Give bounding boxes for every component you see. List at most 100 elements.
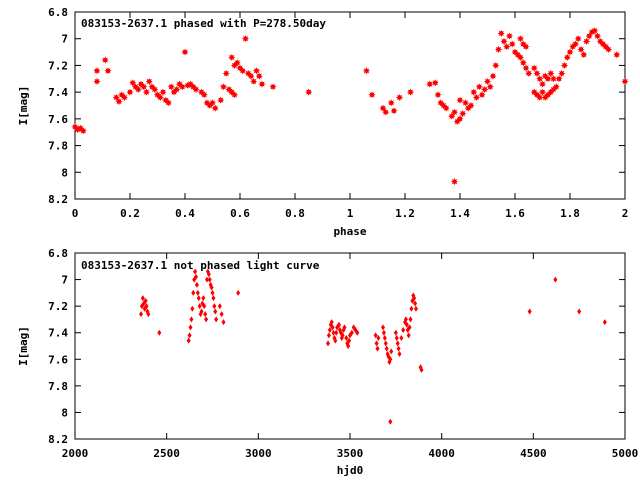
data-point	[566, 48, 574, 56]
data-point	[159, 88, 167, 96]
chart-title: 083153-2637.1 phased with P=278.50day	[81, 17, 326, 30]
x-tick-label: 0.8	[285, 207, 305, 220]
data-point	[558, 69, 566, 78]
data-point	[538, 88, 547, 96]
x-tick-label: 1.4	[450, 207, 470, 220]
data-point	[327, 327, 332, 334]
data-point	[393, 329, 398, 336]
y-tick-label: 7.6	[48, 353, 68, 366]
data-point	[197, 303, 202, 310]
data-point	[478, 91, 486, 99]
y-tick-label: 7.4	[48, 327, 68, 340]
data-point	[247, 72, 255, 80]
y-tick-label: 7	[61, 33, 68, 46]
data-point	[112, 93, 120, 102]
data-point	[331, 329, 336, 336]
data-point	[396, 345, 401, 352]
x-tick-label: 0.6	[230, 207, 250, 220]
x-tick-label: 2500	[153, 447, 180, 460]
data-point	[381, 324, 385, 331]
data-point	[250, 77, 258, 86]
data-point	[602, 319, 607, 326]
data-point	[334, 329, 339, 336]
y-tick-label: 6.8	[48, 247, 68, 260]
data-point	[201, 295, 206, 302]
data-point	[450, 178, 459, 186]
y-tick-label: 7	[61, 274, 68, 287]
data-point	[346, 343, 351, 349]
data-point	[79, 127, 87, 135]
data-point	[151, 85, 159, 94]
data-point	[483, 77, 492, 86]
data-point	[373, 332, 378, 339]
data-point	[211, 295, 216, 302]
y-tick-label: 7.8	[48, 140, 68, 153]
data-point	[571, 40, 580, 48]
data-point	[144, 303, 149, 310]
data-point	[475, 83, 483, 91]
data-point	[516, 53, 525, 62]
x-axis-label: hjd0	[337, 464, 364, 477]
data-point	[403, 316, 408, 323]
data-point	[233, 59, 241, 67]
data-point	[536, 75, 544, 83]
data-point	[192, 85, 200, 94]
data-point	[407, 324, 412, 331]
data-point	[591, 27, 599, 35]
data-point	[574, 35, 582, 43]
data-point	[239, 67, 247, 75]
data-point	[194, 281, 199, 288]
data-point	[585, 32, 593, 40]
phased-light-curve-panel: 6.8 7 7.2 7.4 7.6 7.8 8 8.2 0 0.2 0.4 0.6 0.8 1 1.2 1.4…	[17, 6, 629, 238]
data-point	[157, 329, 162, 336]
y-tick-label: 8.2	[48, 433, 68, 446]
data-point	[406, 332, 411, 339]
x-tick-label: 4500	[520, 447, 547, 460]
data-point	[384, 345, 389, 352]
data-point	[211, 104, 219, 112]
data-point	[456, 115, 464, 123]
data-point	[382, 335, 387, 342]
data-point	[142, 88, 151, 96]
y-axis-label: I[mag]	[17, 326, 30, 366]
data-point	[547, 69, 555, 78]
y-tick-label: 8	[61, 166, 68, 179]
data-point	[516, 35, 525, 43]
data-point	[205, 276, 209, 283]
data-point	[459, 109, 467, 118]
data-point	[555, 75, 563, 83]
data-point	[228, 53, 236, 62]
data-point	[329, 319, 334, 326]
data-point	[388, 418, 393, 425]
data-point	[552, 83, 560, 91]
data-point	[126, 88, 134, 96]
x-tick-label: 3000	[245, 447, 272, 460]
data-point	[93, 77, 101, 86]
data-point	[456, 96, 464, 104]
data-point	[190, 305, 195, 312]
data-point	[503, 43, 511, 51]
x-tick-label: 1.2	[395, 207, 415, 220]
data-point	[505, 32, 514, 40]
data-point	[156, 93, 164, 102]
data-point	[206, 271, 211, 278]
data-point	[347, 337, 352, 344]
plot-frame	[74, 11, 626, 200]
data-point	[340, 332, 345, 339]
data-point	[208, 99, 217, 107]
data-point	[395, 340, 400, 347]
data-point	[376, 335, 381, 342]
data-point	[563, 53, 571, 62]
data-point	[431, 79, 439, 87]
data-point	[193, 268, 198, 275]
data-point	[467, 101, 475, 110]
data-point	[560, 61, 569, 70]
y-tick-label: 8.2	[48, 193, 68, 206]
data-point	[252, 67, 261, 75]
data-point	[189, 316, 194, 323]
data-point	[258, 80, 266, 88]
data-point	[500, 37, 508, 45]
data-point	[481, 85, 489, 94]
x-axis-label: phase	[333, 225, 366, 238]
